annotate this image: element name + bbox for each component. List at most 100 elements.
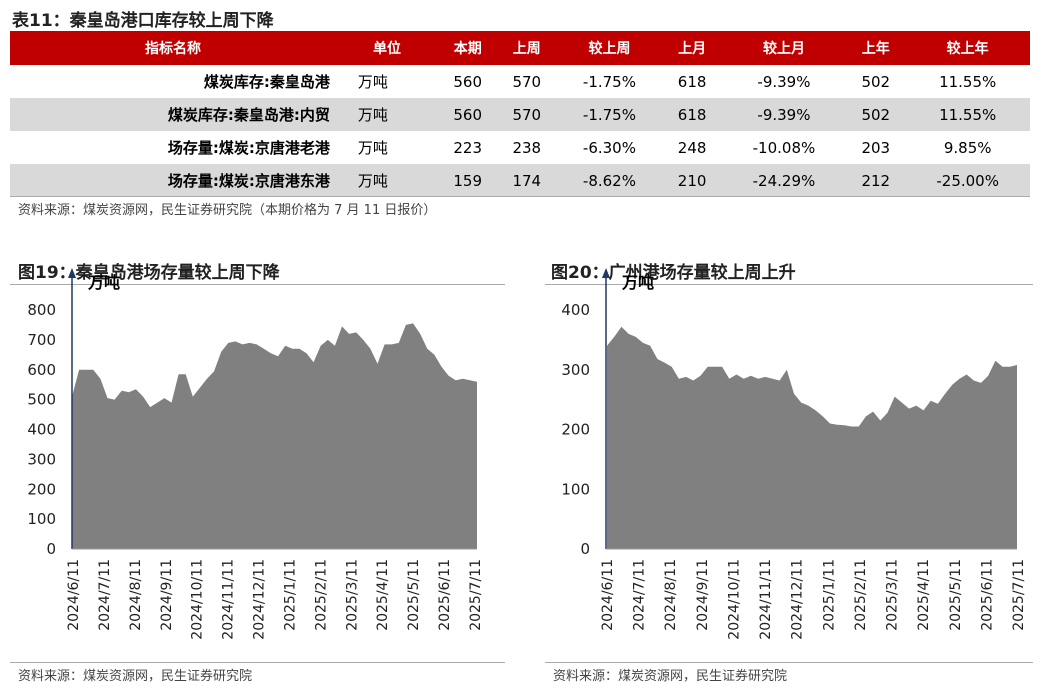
header-cell: 较上周 <box>556 31 663 65</box>
x-tick-label: 2024/6/11 <box>66 559 82 631</box>
table-cell: -6.30% <box>582 138 636 157</box>
table-cell: 11.55% <box>905 98 1030 131</box>
table-cell: 618 <box>677 72 707 91</box>
table-cell: -9.39% <box>757 72 811 91</box>
unit-label: 万吨 <box>87 273 120 292</box>
header-cell: 上年 <box>846 31 906 65</box>
y-tick-label: 800 <box>27 301 56 319</box>
x-tick-label: 2025/2/11 <box>313 559 329 631</box>
x-tick-label: 2024/6/11 <box>600 559 616 631</box>
table-cell: 11.55% <box>939 72 997 91</box>
x-tick-label: 2024/12/11 <box>790 559 806 640</box>
table-cell: -25.00% <box>905 164 1030 197</box>
table-cell: -24.29% <box>721 164 847 197</box>
y-tick-label: 400 <box>561 301 590 319</box>
x-tick-label: 2025/5/11 <box>406 559 422 631</box>
table-cell: 159 <box>438 164 498 197</box>
x-tick-label: 2024/11/11 <box>758 559 774 640</box>
header-cell: 上周 <box>497 31 557 65</box>
x-tick-label: 2025/4/11 <box>375 559 391 631</box>
header-cell: 较上月 <box>721 31 847 65</box>
x-tick-label: 2024/9/11 <box>695 559 711 631</box>
table-cell: 502 <box>861 72 891 91</box>
table-cell: 203 <box>861 138 891 157</box>
x-tick-label: 2025/7/11 <box>1011 559 1027 631</box>
y-tick-label: 200 <box>561 421 590 439</box>
series-area <box>72 323 477 549</box>
table-cell: 万吨 <box>335 164 439 197</box>
header-cell: 本期 <box>438 31 498 65</box>
chart-title-left: 图19：秦皇岛港场存量较上周下降 <box>18 263 280 283</box>
table-cell: 9.85% <box>943 138 992 157</box>
table-cell: 570 <box>512 72 542 91</box>
y-axis-arrow <box>68 268 76 278</box>
table-cell: 570 <box>497 98 557 131</box>
table-cell: 174 <box>497 164 557 197</box>
y-tick-label: 0 <box>46 540 56 558</box>
x-tick-label: 2024/11/11 <box>221 559 237 640</box>
y-tick-label: 700 <box>27 331 56 349</box>
y-tick-label: 600 <box>27 361 56 379</box>
x-tick-label: 2025/1/11 <box>282 559 298 631</box>
table-cell: 210 <box>662 164 722 197</box>
table-cell: -1.75% <box>582 72 636 91</box>
chart-source-left: 资料来源：煤炭资源网，民生证券研究院 <box>18 669 253 684</box>
table-cell: 煤炭库存:秦皇岛港:内贸 <box>10 98 336 131</box>
table-cell: 560 <box>453 72 483 91</box>
header-cell: 较上年 <box>905 31 1030 65</box>
series-area <box>607 326 1017 549</box>
x-tick-label: 2025/3/11 <box>885 559 901 631</box>
table-cell: -8.62% <box>556 164 663 197</box>
table-cell: -9.39% <box>721 98 847 131</box>
table-cell: 煤炭库存:秦皇岛港 <box>203 73 330 91</box>
header-cell: 指标名称 <box>10 31 336 65</box>
y-tick-label: 300 <box>27 450 56 468</box>
table-cell: -10.08% <box>752 138 816 157</box>
y-tick-label: 100 <box>561 480 590 498</box>
x-tick-label: 2024/8/11 <box>663 559 679 631</box>
chart-source-divider-right <box>545 662 1033 663</box>
table-row: 场存量:煤炭:京唐港老港 万吨 223 238 -6.30% 248 -10.08% 203 9… <box>10 131 1030 164</box>
table-cell: 560 <box>438 98 498 131</box>
chart-source-right: 资料来源：煤炭资源网，民生证券研究院 <box>553 669 788 684</box>
qinhuangdao-stock-chart: 万吨 0 100 200 300 400 500 600 700 800 2024/6/11 2024… <box>27 268 484 640</box>
x-tick-label: 2024/9/11 <box>159 559 175 631</box>
y-tick-label: 100 <box>27 510 56 528</box>
x-tick-label: 2025/3/11 <box>344 559 360 631</box>
table-cell: 万吨 <box>335 98 439 131</box>
x-tick-label: 2025/6/11 <box>979 559 995 631</box>
header-cell: 上月 <box>662 31 722 65</box>
x-tick-label: 2025/2/11 <box>853 559 869 631</box>
unit-label: 万吨 <box>621 273 654 292</box>
chart-title-right: 图20：广州港场存量较上周上升 <box>551 263 796 283</box>
x-tick-label: 2025/5/11 <box>948 559 964 631</box>
table-cell: 场存量:煤炭:京唐港东港 <box>10 164 336 197</box>
x-tick-label: 2025/1/11 <box>821 559 837 631</box>
table-source: 资料来源：煤炭资源网，民生证券研究院（本期价格为 7 月 11 日报价） <box>18 203 437 218</box>
table-cell: 万吨 <box>357 139 388 157</box>
y-tick-label: 200 <box>27 480 56 498</box>
table-header-row: 指标名称 单位 本期 上周 较上周 上月 较上月 上年 较上年 <box>10 31 1030 65</box>
table-source-divider <box>10 196 1030 197</box>
inventory-table: 指标名称 单位 本期 上周 较上周 上月 较上月 上年 较上年 煤炭库存:秦皇岛港 万吨 560 57… <box>10 31 1030 197</box>
table-cell: -1.75% <box>556 98 663 131</box>
table-cell: 618 <box>662 98 722 131</box>
x-tick-label: 2024/7/11 <box>97 559 113 631</box>
table-row: 煤炭库存:秦皇岛港:内贸 万吨 560 570 -1.75% 618 -9.39% 502 11… <box>10 98 1030 131</box>
table-cell: 场存量:煤炭:京唐港老港 <box>167 139 330 157</box>
y-tick-label: 300 <box>561 361 590 379</box>
guangzhou-stock-chart: 万吨 0 100 200 300 400 2024/6/11 2024/7/11 2024/8/… <box>561 268 1027 640</box>
y-axis-arrow <box>602 268 610 278</box>
table-cell: 248 <box>677 138 707 157</box>
chart-title-divider-right <box>545 284 1033 285</box>
y-tick-label: 500 <box>27 391 56 409</box>
header-cell: 单位 <box>335 31 439 65</box>
chart-source-divider-left <box>10 662 505 663</box>
x-tick-label: 2024/8/11 <box>128 559 144 631</box>
table-row: 煤炭库存:秦皇岛港 万吨 560 570 -1.75% 618 -9.39% 502 11.55… <box>10 65 1030 98</box>
table-cell: 万吨 <box>357 73 388 91</box>
chart-title-divider-left <box>10 284 505 285</box>
x-tick-label: 2024/10/11 <box>190 559 206 640</box>
table-cell: 238 <box>512 138 542 157</box>
y-tick-label: 400 <box>27 421 56 439</box>
